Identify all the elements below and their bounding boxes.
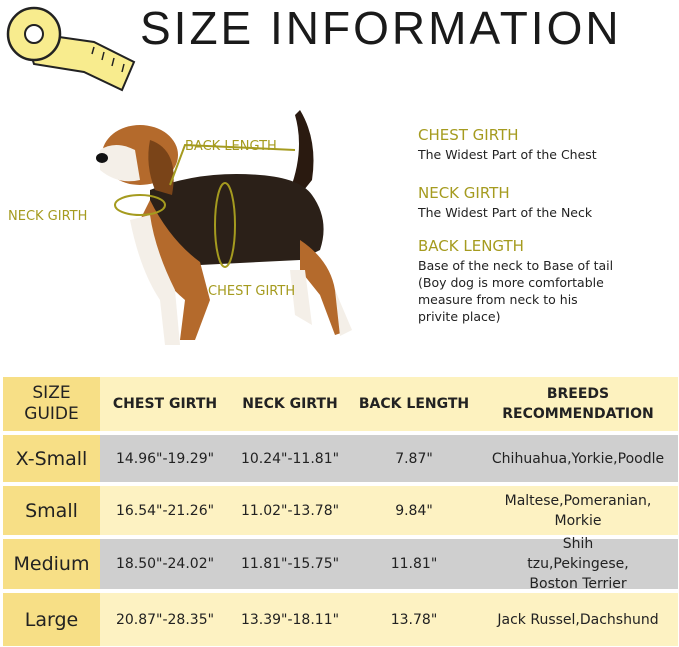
chest-girth-label: CHEST GIRTH bbox=[208, 284, 296, 299]
chest-cell: 14.96"-19.29" bbox=[100, 435, 230, 482]
neck-cell: 11.81"-15.75" bbox=[230, 539, 350, 589]
header-cell: SIZE GUIDE bbox=[3, 377, 100, 431]
breeds-cell: Chihuahua,Yorkie,Poodle bbox=[478, 435, 678, 482]
back-cell: 13.78" bbox=[350, 593, 478, 646]
table-row: Large 20.87"-28.35" 13.39"-18.11" 13.78"… bbox=[3, 593, 678, 646]
chest-cell: 18.50"-24.02" bbox=[100, 539, 230, 589]
breeds-cell: Maltese,Pomeranian, Morkie bbox=[478, 486, 678, 535]
neck-cell: 10.24"-11.81" bbox=[230, 435, 350, 482]
table-row: Small 16.54"-21.26" 11.02"-13.78" 9.84" … bbox=[3, 486, 678, 535]
neck-cell: 11.02"-13.78" bbox=[230, 486, 350, 535]
size-table: SIZE GUIDE CHEST GIRTH NECK GIRTH BACK L… bbox=[3, 377, 678, 647]
info-heading: NECK GIRTH bbox=[418, 184, 510, 202]
info-text: The Widest Part of the Chest bbox=[418, 147, 597, 162]
chest-cell: 16.54"-21.26" bbox=[100, 486, 230, 535]
back-cell: 9.84" bbox=[350, 486, 478, 535]
info-heading: BACK LENGTH bbox=[418, 237, 524, 255]
header-cell: NECK GIRTH bbox=[230, 377, 350, 431]
size-cell: X-Small bbox=[3, 435, 100, 482]
page-title: SIZE INFORMATION bbox=[140, 2, 622, 54]
measuring-tape-icon bbox=[6, 6, 136, 92]
info-chest-girth: CHEST GIRTH The Widest Part of the Chest bbox=[418, 126, 678, 163]
neck-cell: 13.39"-18.11" bbox=[230, 593, 350, 646]
table-row: Medium 18.50"-24.02" 11.81"-15.75" 11.81… bbox=[3, 536, 678, 592]
breeds-cell: Jack Russel,Dachshund bbox=[478, 593, 678, 646]
back-length-label: BACK LENGTH bbox=[185, 139, 277, 154]
back-cell: 11.81" bbox=[350, 539, 478, 589]
header-cell: CHEST GIRTH bbox=[100, 377, 230, 431]
info-neck-girth: NECK GIRTH The Widest Part of the Neck bbox=[418, 184, 678, 221]
back-cell: 7.87" bbox=[350, 435, 478, 482]
size-cell: Large bbox=[3, 593, 100, 646]
neck-girth-label: NECK GIRTH bbox=[8, 209, 88, 224]
info-text: The Widest Part of the Neck bbox=[418, 205, 593, 220]
header-cell: BACK LENGTH bbox=[350, 377, 478, 431]
info-back-length: BACK LENGTH Base of the neck to Base of … bbox=[418, 237, 618, 325]
beagle-dog-image bbox=[96, 110, 352, 345]
info-heading: CHEST GIRTH bbox=[418, 126, 519, 144]
table-header-row: SIZE GUIDE CHEST GIRTH NECK GIRTH BACK L… bbox=[3, 377, 678, 431]
header-cell: BREEDS RECOMMENDATION bbox=[478, 377, 678, 431]
size-cell: Medium bbox=[3, 539, 100, 589]
table-row: X-Small 14.96"-19.29" 10.24"-11.81" 7.87… bbox=[3, 435, 678, 482]
size-cell: Small bbox=[3, 486, 100, 535]
breeds-cell: Shih tzu,Pekingese, Boston Terrier bbox=[478, 536, 678, 592]
info-text: Base of the neck to Base of tail (Boy do… bbox=[418, 258, 614, 324]
chest-cell: 20.87"-28.35" bbox=[100, 593, 230, 646]
